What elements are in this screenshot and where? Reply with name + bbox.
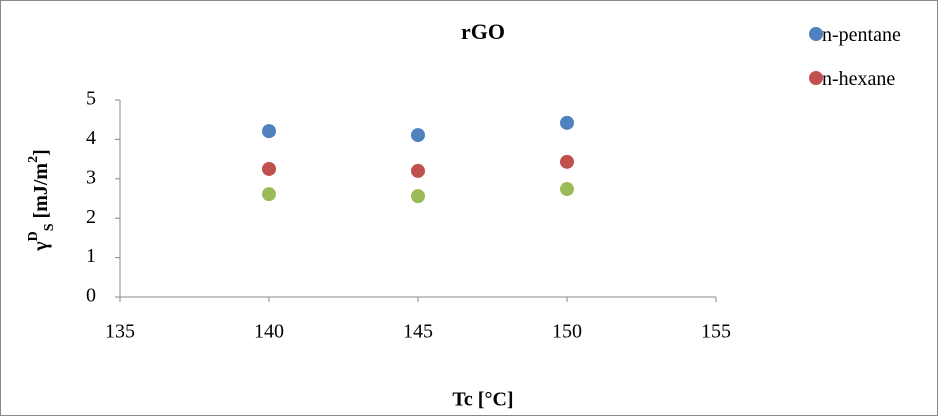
x-axis-label: Tc [°C] xyxy=(452,389,513,411)
x-tick-label: 135 xyxy=(105,321,135,343)
y-tick-label: 2 xyxy=(86,206,96,228)
x-tick-label: 145 xyxy=(403,321,433,343)
point xyxy=(411,189,425,204)
y-axis-label-part: S xyxy=(42,223,57,231)
point xyxy=(560,182,574,197)
y-tick-label: 4 xyxy=(86,127,96,149)
legend-label: n-hexane xyxy=(822,68,896,90)
point xyxy=(262,124,276,139)
y-tick-label: 5 xyxy=(86,88,96,110)
chart-title: rGO xyxy=(461,19,505,44)
point xyxy=(411,163,425,178)
x-tick-label: 155 xyxy=(701,321,731,343)
x-tick-label: 140 xyxy=(254,321,284,343)
x-tick-label: 150 xyxy=(552,321,582,343)
point xyxy=(560,115,574,130)
y-tick-label: 1 xyxy=(86,245,96,267)
y-axis-label-part: 2 xyxy=(26,156,41,163)
y-axis-label-part: [mJ/m xyxy=(30,163,52,224)
y-axis-label-part: γ xyxy=(30,241,52,252)
y-tick-label: 3 xyxy=(86,166,96,188)
point xyxy=(262,161,276,176)
y-axis-label: γDS [mJ/m2] xyxy=(26,149,57,252)
point xyxy=(560,154,574,169)
legend-label: n-pentane xyxy=(822,24,901,46)
y-tick-label: 0 xyxy=(86,285,96,307)
point xyxy=(411,128,425,143)
point xyxy=(262,187,276,202)
legend-marker xyxy=(809,71,823,85)
legend-marker xyxy=(809,27,823,41)
y-axis-label-part: ] xyxy=(30,149,52,156)
y-axis-label-part: D xyxy=(26,231,41,241)
